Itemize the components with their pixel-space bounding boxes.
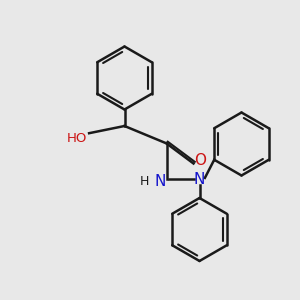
Text: N: N (154, 174, 166, 189)
Text: N: N (194, 172, 205, 187)
Text: H: H (139, 175, 149, 188)
Text: HO: HO (66, 132, 87, 145)
Text: O: O (194, 153, 206, 168)
